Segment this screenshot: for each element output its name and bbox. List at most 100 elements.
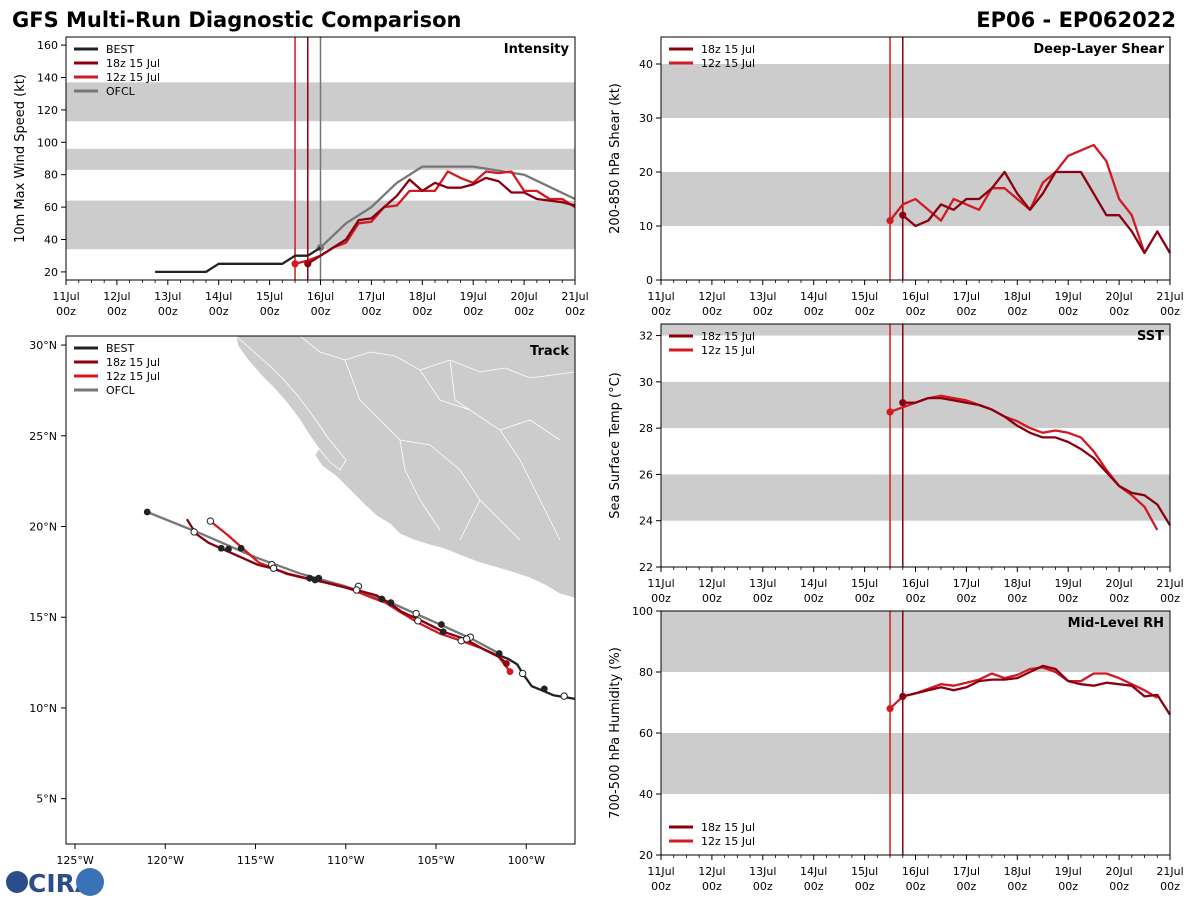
shear-xtick-label-0: 11Jul — [647, 290, 674, 303]
rh-xtick-label-9: 20Jul — [1105, 865, 1132, 878]
track-xtick-label-0: 125°W — [56, 854, 93, 867]
track-position-point — [503, 660, 510, 667]
track-line-18z-15-jul — [185, 518, 509, 666]
shear-ytick-label-1: 10 — [639, 220, 653, 233]
rh-xtick-label-2: 13Jul — [749, 865, 776, 878]
intensity-xtick-label-8: 19Jul — [460, 290, 487, 303]
rh-xtick-label-7: 18Jul — [1004, 865, 1031, 878]
intensity-legend-2-label: 12z 15 Jul — [106, 71, 160, 84]
track-position-point — [387, 599, 395, 607]
rh-legend-1-label: 12z 15 Jul — [701, 835, 755, 848]
sst-xtick-label-time-2: 00z — [753, 592, 773, 605]
intensity-xtick-label-time-8: 00z — [463, 305, 483, 318]
track-position-point — [237, 544, 245, 552]
shear-xtick-label-time-7: 00z — [1007, 305, 1027, 318]
rh-xtick-label-time-5: 00z — [906, 880, 926, 893]
rh-ytick-label-2: 60 — [639, 727, 653, 740]
sst-ytick-label-4: 30 — [639, 376, 653, 389]
track-position-point — [378, 595, 386, 603]
sst-xtick-label-3: 14Jul — [800, 577, 827, 590]
track-position-point — [225, 545, 232, 553]
rh-init-point-1 — [886, 705, 894, 713]
state-borders — [299, 336, 575, 541]
sst-xtick-label-time-10: 00z — [1160, 592, 1180, 605]
shear-init-point-1 — [886, 217, 894, 225]
rh-xtick-label-4: 15Jul — [851, 865, 878, 878]
sst-xtick-label-8: 19Jul — [1055, 577, 1082, 590]
rh-ytick-label-1: 40 — [639, 788, 653, 801]
land-baja-california — [235, 336, 347, 471]
intensity-xtick-label-1: 12Jul — [103, 290, 130, 303]
track-lines-layer — [143, 508, 575, 701]
sst-xtick-label-9: 20Jul — [1105, 577, 1132, 590]
track-position-point — [217, 544, 225, 552]
sst-threshold-band-0 — [661, 474, 1170, 521]
shear-panel: 11Jul 00z 12Jul 00z 13Jul 00z 14Jul 00z 15Jul 00z… — [608, 36, 1184, 318]
intensity-xtick-label-time-1: 00z — [107, 305, 127, 318]
intensity-panel: 11Jul 00z 12Jul 00z 13Jul 00z 14Jul 00z 15Jul 00z… — [13, 36, 589, 318]
track-legend-0-label: BEST — [106, 342, 134, 355]
sst-legend-1-label: 12z 15 Jul — [701, 344, 755, 357]
track-forecast-point — [414, 617, 422, 625]
sst-xtick-label-time-4: 00z — [855, 592, 875, 605]
track-ytick-label-4: 25°N — [29, 430, 57, 443]
sst-xtick-label-time-1: 00z — [702, 592, 722, 605]
shear-ytick-label-0: 0 — [646, 274, 653, 287]
rh-xtick-label-time-1: 00z — [702, 880, 722, 893]
shear-xtick-label-time-9: 00z — [1109, 305, 1129, 318]
shear-xtick-label-time-8: 00z — [1058, 305, 1078, 318]
rh-series-12z-15-jul — [889, 666, 1158, 710]
shear-xtick-label-2: 13Jul — [749, 290, 776, 303]
sst-init-point-1 — [886, 408, 894, 416]
track-forecast-point — [269, 564, 278, 572]
track-forecast-point — [463, 635, 471, 643]
rh-xtick-label-6: 17Jul — [953, 865, 980, 878]
sst-frame — [660, 323, 1171, 568]
track-position-point — [495, 650, 503, 657]
rh-xtick-label-3: 14Jul — [800, 865, 827, 878]
intensity-xtick-label-6: 17Jul — [358, 290, 385, 303]
intensity-xtick-label-time-10: 00z — [565, 305, 585, 318]
rh-legend-0-label: 18z 15 Jul — [701, 821, 755, 834]
track-position-point — [143, 508, 151, 516]
shear-xtick-label-time-4: 00z — [855, 305, 875, 318]
rh-ytick-label-0: 20 — [639, 849, 653, 862]
sst-ytick-label-2: 26 — [639, 468, 653, 481]
track-line-ofcl — [146, 510, 500, 655]
sst-title: SST — [1137, 329, 1164, 344]
rh-xtick-label-time-10: 00z — [1160, 880, 1180, 893]
intensity-xtick-label-2: 13Jul — [154, 290, 181, 303]
intensity-title: Intensity — [504, 42, 570, 57]
rh-panel: 11Jul 00z 12Jul 00z 13Jul 00z 14Jul 00z 15Jul 00z… — [608, 605, 1184, 893]
intensity-frame — [65, 36, 576, 281]
intensity-xtick-label-time-3: 00z — [209, 305, 229, 318]
track-forecast-point — [518, 669, 527, 678]
cira-logo: CIRA — [6, 868, 104, 898]
shear-ytick-label-4: 40 — [639, 58, 653, 71]
rh-xtick-label-time-8: 00z — [1058, 880, 1078, 893]
shear-threshold-band-1 — [661, 64, 1170, 118]
rh-xtick-label-0: 11Jul — [647, 865, 674, 878]
sst-xtick-label-time-9: 00z — [1109, 592, 1129, 605]
shear-xtick-label-7: 18Jul — [1004, 290, 1031, 303]
shear-legend-1-label: 12z 15 Jul — [701, 57, 755, 70]
shear-xtick-label-time-3: 00z — [804, 305, 824, 318]
track-position-point — [439, 628, 447, 636]
sst-ytick-label-3: 28 — [639, 422, 653, 435]
shear-ytick-label-2: 20 — [639, 166, 653, 179]
track-ytick-label-3: 20°N — [29, 521, 57, 534]
track-position-point — [540, 685, 548, 693]
sst-xtick-label-time-5: 00z — [906, 592, 926, 605]
shear-xtick-label-time-10: 00z — [1160, 305, 1180, 318]
shear-xtick-label-1: 12Jul — [698, 290, 725, 303]
track-xtick-label-2: 115°W — [237, 854, 274, 867]
track-panel: 125°W 120°W 115°W 110°W 105°W 100°W 5°N 10°N 15°… — [29, 335, 576, 867]
sst-xtick-label-time-8: 00z — [1058, 592, 1078, 605]
shear-xtick-label-9: 20Jul — [1105, 290, 1132, 303]
rh-ytick-label-3: 80 — [639, 666, 653, 679]
sst-threshold-band-2 — [661, 324, 1170, 336]
intensity-xtick-label-time-0: 00z — [56, 305, 76, 318]
intensity-xtick-label-0: 11Jul — [52, 290, 79, 303]
intensity-legend-1-label: 18z 15 Jul — [106, 57, 160, 70]
track-ytick-label-1: 10°N — [29, 702, 57, 715]
